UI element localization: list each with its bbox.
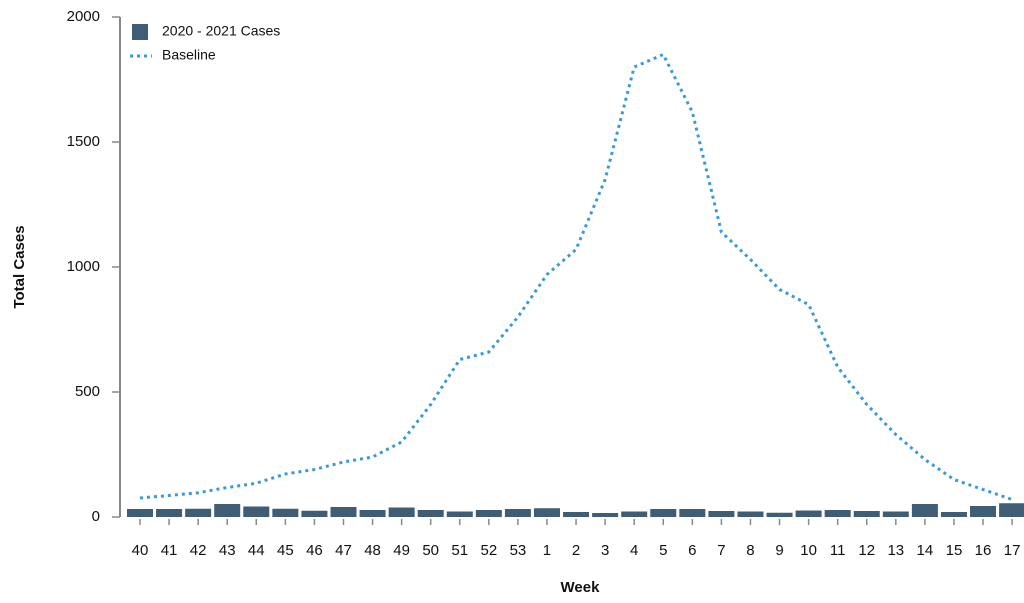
y-tick-label: 0 xyxy=(92,508,100,525)
bar xyxy=(737,511,764,517)
bar xyxy=(911,504,938,517)
bar xyxy=(417,510,444,517)
bar xyxy=(272,508,299,517)
y-tick-label: 500 xyxy=(75,383,100,400)
bar xyxy=(504,509,531,517)
x-tick-label: 45 xyxy=(277,542,294,559)
bar xyxy=(999,503,1024,517)
y-tick-label: 1000 xyxy=(67,258,100,275)
x-tick-label: 53 xyxy=(510,542,527,559)
bar xyxy=(475,510,502,517)
x-tick-label: 3 xyxy=(601,542,609,559)
x-tick-label: 15 xyxy=(946,542,963,559)
x-tick-label: 48 xyxy=(364,542,381,559)
bar xyxy=(824,510,851,517)
x-tick-label: 40 xyxy=(132,542,149,559)
x-tick-label: 16 xyxy=(975,542,992,559)
bar xyxy=(708,511,735,517)
bar xyxy=(853,511,880,517)
x-tick-label: 43 xyxy=(219,542,236,559)
bar xyxy=(679,509,706,517)
legend-label: Baseline xyxy=(162,47,216,63)
legend-label: 2020 - 2021 Cases xyxy=(162,23,280,39)
x-tick-label: 14 xyxy=(917,542,934,559)
y-axis-label: Total Cases xyxy=(11,225,28,308)
x-tick-label: 13 xyxy=(887,542,904,559)
bar xyxy=(592,513,619,517)
bar xyxy=(970,506,997,517)
bar xyxy=(330,507,357,517)
x-tick-label: 7 xyxy=(717,542,725,559)
x-tick-label: 50 xyxy=(422,542,439,559)
bar xyxy=(359,510,386,517)
x-tick-label: 51 xyxy=(451,542,468,559)
bar xyxy=(185,508,212,517)
bar xyxy=(127,509,153,517)
y-tick-label: 2000 xyxy=(67,8,100,25)
x-tick-label: 17 xyxy=(1004,542,1021,559)
x-tick-label: 47 xyxy=(335,542,352,559)
x-tick-label: 10 xyxy=(800,542,817,559)
x-tick-label: 49 xyxy=(393,542,410,559)
bar xyxy=(940,512,967,517)
x-tick-label: 41 xyxy=(161,542,178,559)
bar xyxy=(650,509,677,517)
x-tick-label: 44 xyxy=(248,542,265,559)
bar xyxy=(301,510,328,517)
x-tick-label: 9 xyxy=(775,542,783,559)
legend-swatch xyxy=(132,24,148,40)
bar xyxy=(795,510,822,517)
bar xyxy=(446,511,473,517)
bar xyxy=(533,508,560,517)
bar xyxy=(388,507,415,517)
x-tick-label: 8 xyxy=(746,542,754,559)
x-tick-label: 52 xyxy=(480,542,497,559)
bar xyxy=(766,512,793,517)
bar xyxy=(882,511,909,517)
x-tick-label: 4 xyxy=(630,542,638,559)
bar xyxy=(621,511,648,517)
bar xyxy=(214,504,241,517)
bar xyxy=(563,512,590,517)
bar xyxy=(156,509,183,517)
x-axis-label: Week xyxy=(561,579,601,596)
x-tick-label: 1 xyxy=(543,542,551,559)
x-tick-label: 42 xyxy=(190,542,207,559)
x-tick-label: 46 xyxy=(306,542,323,559)
x-tick-label: 12 xyxy=(858,542,875,559)
x-tick-label: 11 xyxy=(830,542,846,559)
x-tick-label: 2 xyxy=(572,542,580,559)
x-tick-label: 5 xyxy=(659,542,667,559)
baseline-line xyxy=(139,52,1013,501)
bar xyxy=(243,506,270,517)
x-tick-label: 6 xyxy=(688,542,696,559)
y-tick-label: 1500 xyxy=(67,133,100,150)
